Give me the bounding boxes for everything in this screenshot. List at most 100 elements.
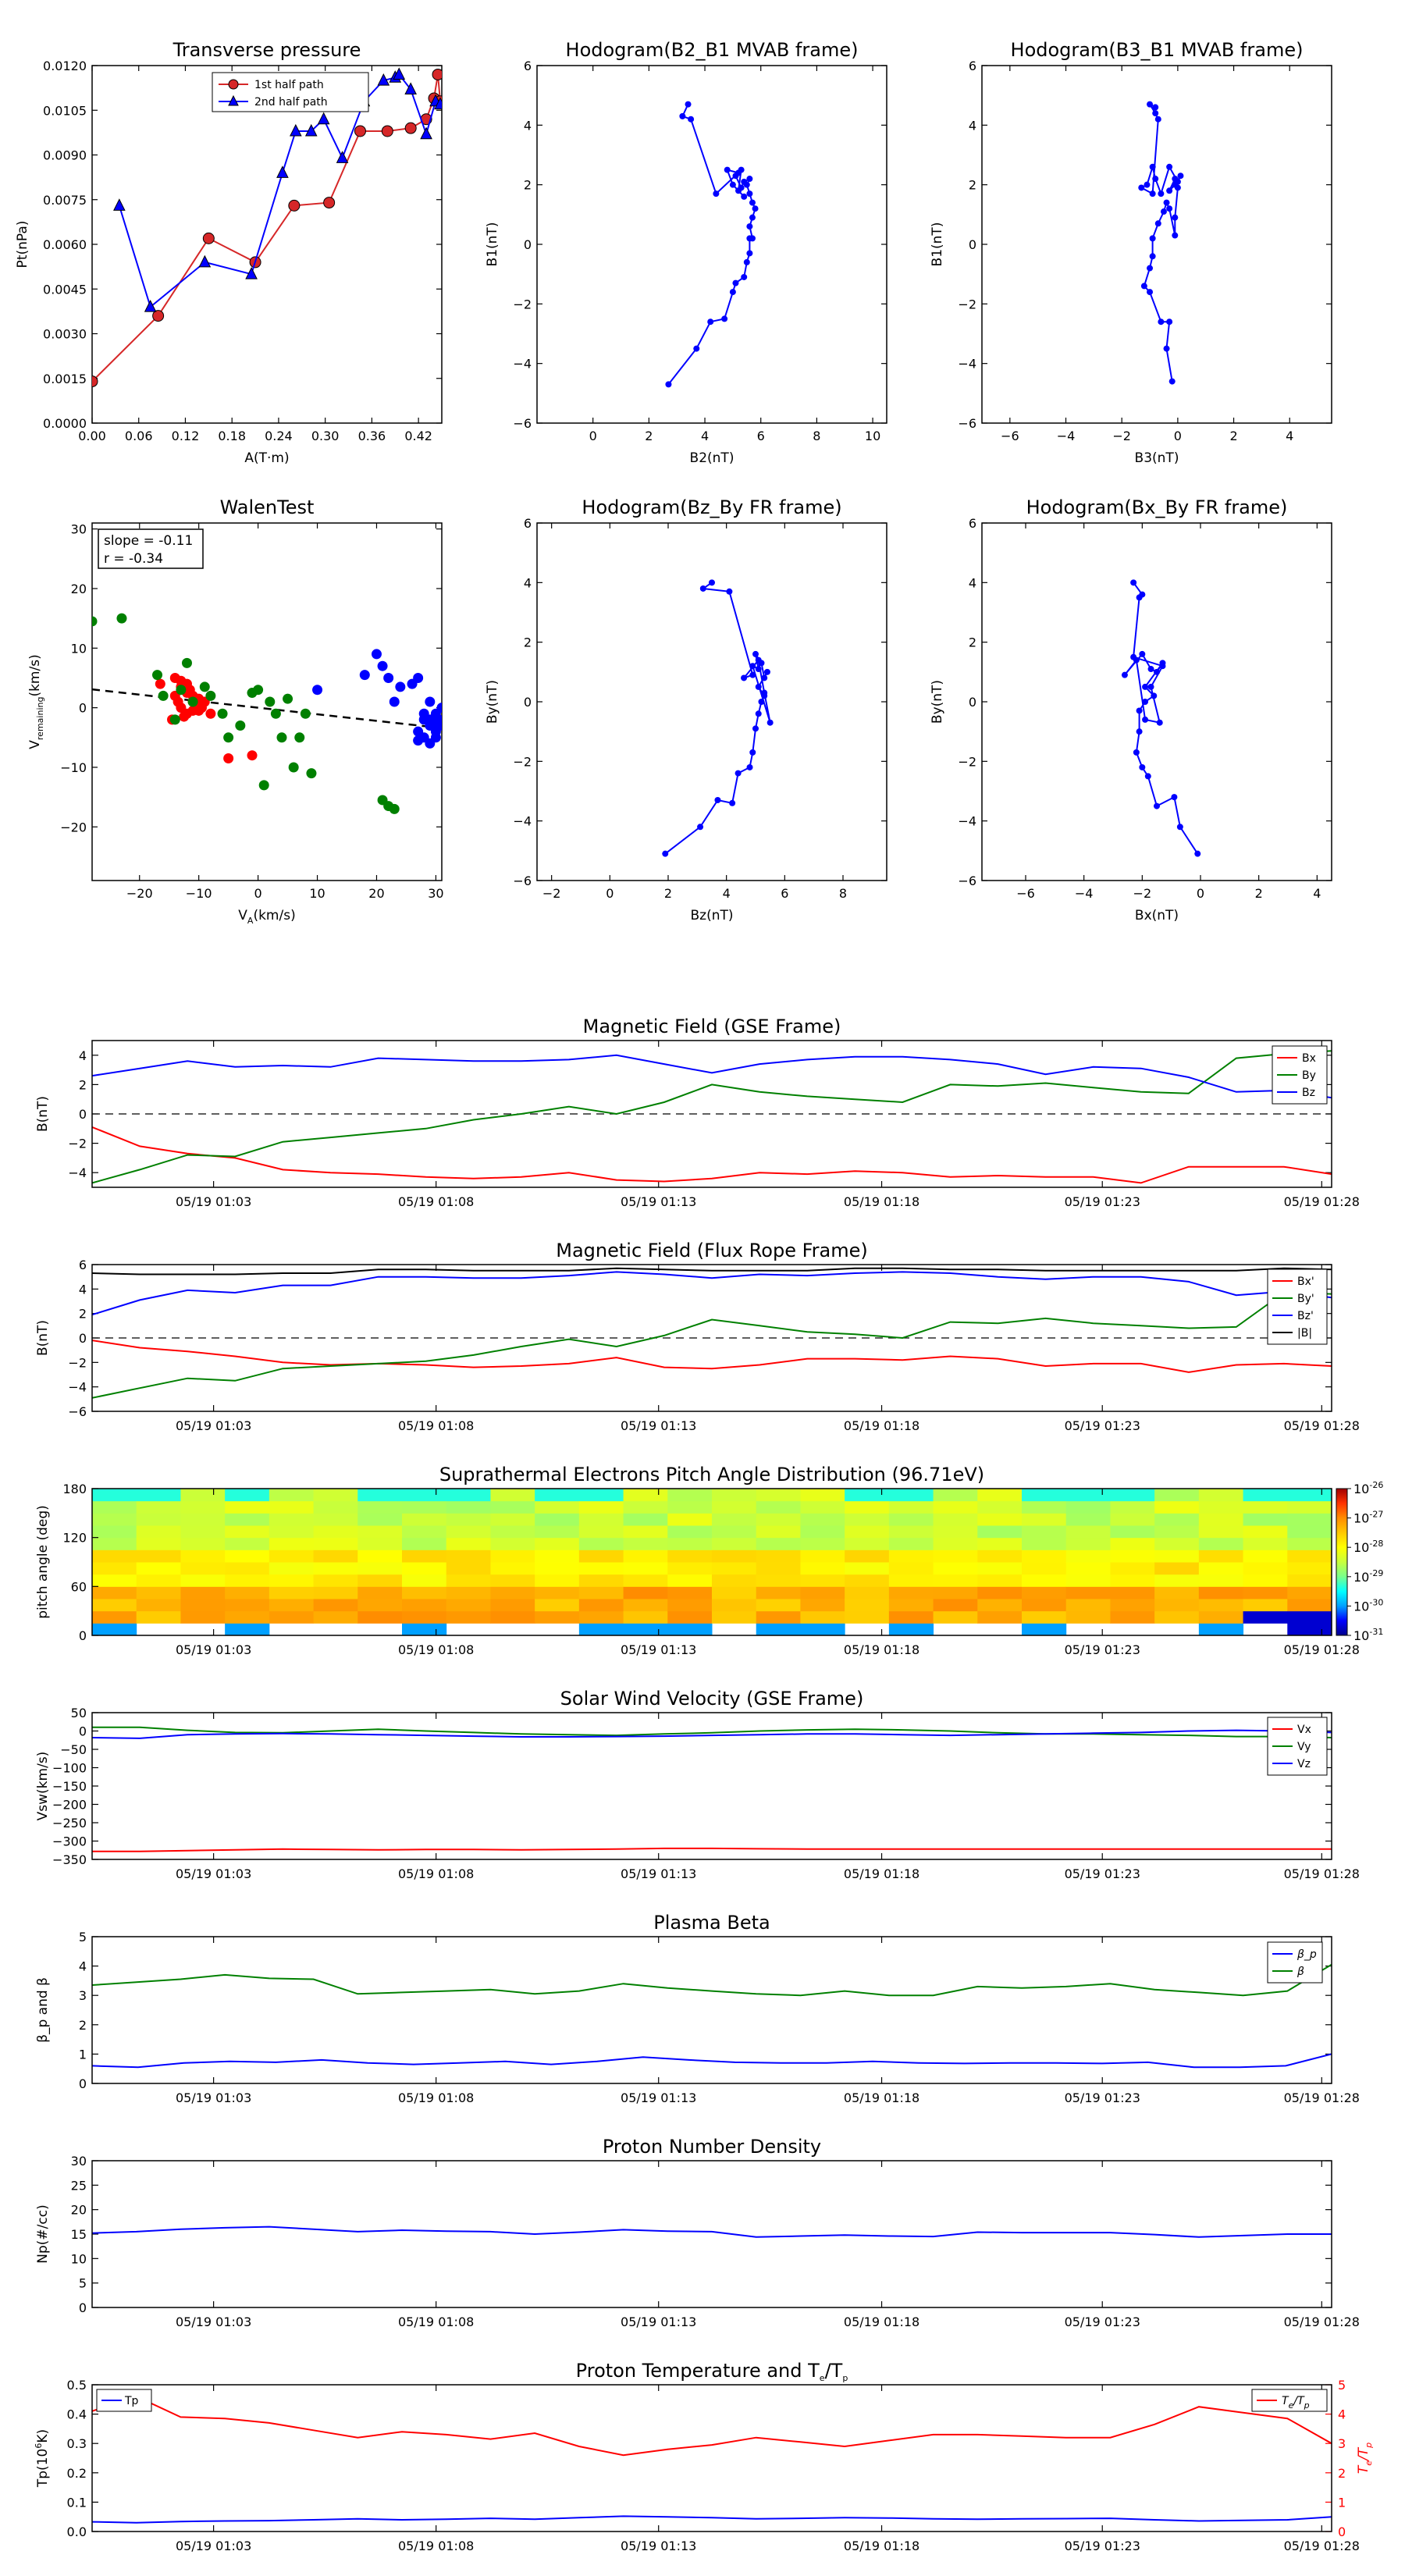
- heatmap-cell: [313, 1586, 358, 1599]
- heatmap-cell: [446, 1562, 491, 1575]
- heatmap-cell: [180, 1550, 226, 1563]
- scatter-point: [359, 670, 370, 681]
- heatmap-cell: [92, 1562, 137, 1575]
- scatter-point: [425, 738, 436, 749]
- y-tick-label: 30: [71, 522, 87, 537]
- scatter-point: [247, 750, 258, 761]
- y-tick-label: 15: [71, 2227, 87, 2242]
- x-axis-label-part: A: [247, 916, 254, 926]
- data-point: [381, 125, 393, 137]
- heatmap-cell: [933, 1525, 978, 1539]
- data-point: [290, 123, 302, 137]
- heatmap-cell: [845, 1574, 890, 1587]
- heatmap-cell: [446, 1525, 491, 1539]
- heatmap-cell: [1110, 1599, 1155, 1612]
- x-tick-label: 05/19 01:28: [1284, 2314, 1360, 2329]
- heatmap-cell: [225, 1513, 270, 1526]
- heatmap-cell: [888, 1550, 934, 1563]
- heatmap-cell: [92, 1550, 137, 1563]
- data-point: [432, 68, 442, 80]
- heatmap-cell: [1022, 1489, 1067, 1502]
- scatter-point: [300, 708, 311, 719]
- data-point: [1152, 176, 1159, 183]
- x-tick-label: 05/19 01:18: [844, 2314, 919, 2329]
- y-tick-label: 4: [79, 1959, 87, 1974]
- heatmap-cell: [578, 1562, 624, 1575]
- colorbar-tick-exponent: -30: [1369, 1597, 1383, 1607]
- heatmap-cell: [888, 1623, 934, 1635]
- y-axis-label-part: V: [27, 740, 43, 749]
- colorbar-tick-base: 10: [1353, 1511, 1369, 1526]
- heatmap-cell: [1243, 1537, 1288, 1550]
- colorbar-tick-label: 10-27: [1353, 1510, 1383, 1526]
- panel-walen-test: WalenTest−20 −10 0 10 20 30−20−100102030VA(km…: [27, 496, 444, 926]
- x-tick-label: 0.00: [78, 429, 106, 443]
- right-y-axis-label-part: /: [1356, 2454, 1371, 2462]
- y-axis-label-part: remaining: [35, 697, 45, 741]
- heatmap-cell: [756, 1550, 801, 1563]
- heatmap-cell: [180, 1513, 226, 1526]
- y-tick-label: −6: [958, 873, 976, 888]
- heatmap-cell: [535, 1537, 580, 1550]
- heatmap-cell: [1243, 1513, 1288, 1526]
- heatmap-cell: [977, 1513, 1023, 1526]
- heatmap-cell: [1154, 1599, 1200, 1612]
- heatmap-cell: [578, 1513, 624, 1526]
- x-tick-label: −4: [1057, 429, 1076, 443]
- y-tick-label: 0.5: [67, 2378, 87, 2393]
- data-point: [741, 193, 748, 200]
- legend-label: Vx: [1297, 1724, 1311, 1736]
- y-axis-label-part: 6: [34, 2443, 44, 2449]
- scatter-point: [413, 672, 424, 683]
- y-axis-label: Vremaining(km/s): [27, 654, 45, 749]
- heatmap-cell: [1065, 1550, 1111, 1563]
- heatmap-cell: [180, 1610, 226, 1624]
- panel-hodogram-b3-b1: Hodogram(B3_B1 MVAB frame) −6 −4 −2 0 2 4 −6 −4 −…: [930, 39, 1332, 466]
- x-tick-label: 05/19 01:18: [844, 1866, 919, 1881]
- data-point: [741, 674, 748, 681]
- scatter-point: [223, 753, 234, 764]
- legend-label: β_p: [1297, 1948, 1317, 1961]
- heatmap-cell: [578, 1574, 624, 1587]
- series-line-2: [92, 2395, 1332, 2457]
- y-tick-label: 2: [79, 1077, 87, 1092]
- heatmap-cell: [136, 1599, 181, 1612]
- series-line-1: [92, 2053, 1332, 2069]
- heatmap-cell: [977, 1489, 1023, 1502]
- x-tick-label: 05/19 01:18: [844, 2090, 919, 2105]
- heatmap-cell: [357, 1513, 403, 1526]
- heatmap-cell: [845, 1489, 890, 1502]
- data-point: [1168, 378, 1176, 385]
- heatmap-cell: [1287, 1562, 1332, 1575]
- heatmap-cell: [756, 1489, 801, 1502]
- x-tick-label: 0: [1174, 429, 1182, 443]
- heatmap-cell: [136, 1586, 181, 1599]
- data-point: [1166, 163, 1173, 170]
- colorbar-tick-base: 10: [1353, 1540, 1369, 1555]
- heatmap-cell: [712, 1489, 757, 1502]
- x-tick-label: 05/19 01:28: [1284, 2090, 1360, 2105]
- heatmap-cell: [1110, 1500, 1155, 1514]
- heatmap-cell: [1287, 1574, 1332, 1587]
- y-tick-label: 0: [969, 695, 976, 710]
- heatmap-cell: [446, 1500, 491, 1514]
- heatmap-cell: [225, 1623, 270, 1635]
- data-point: [1163, 345, 1170, 352]
- x-tick-label: 4: [701, 429, 709, 443]
- heatmap-cell: [578, 1610, 624, 1624]
- chart-title: Hodogram(B2_B1 MVAB frame): [566, 39, 859, 61]
- series-line-2: [92, 1963, 1332, 1997]
- y-tick-label: −300: [52, 1834, 87, 1849]
- x-tick-label: 05/19 01:08: [398, 1866, 474, 1881]
- legend-label: By': [1297, 1293, 1314, 1305]
- chart-title-part: e: [820, 2373, 825, 2383]
- heatmap-cell: [933, 1550, 978, 1563]
- scatter-point: [258, 780, 269, 791]
- chart-title: Hodogram(Bz_By FR frame): [582, 496, 841, 518]
- right-y-axis-label: Te/Tp: [1356, 2443, 1374, 2474]
- heatmap-cell: [1243, 1500, 1288, 1514]
- data-point: [1166, 187, 1173, 194]
- y-tick-label: 3: [79, 1988, 87, 2003]
- x-tick-label: 2: [1229, 429, 1237, 443]
- heatmap-cell: [180, 1586, 226, 1599]
